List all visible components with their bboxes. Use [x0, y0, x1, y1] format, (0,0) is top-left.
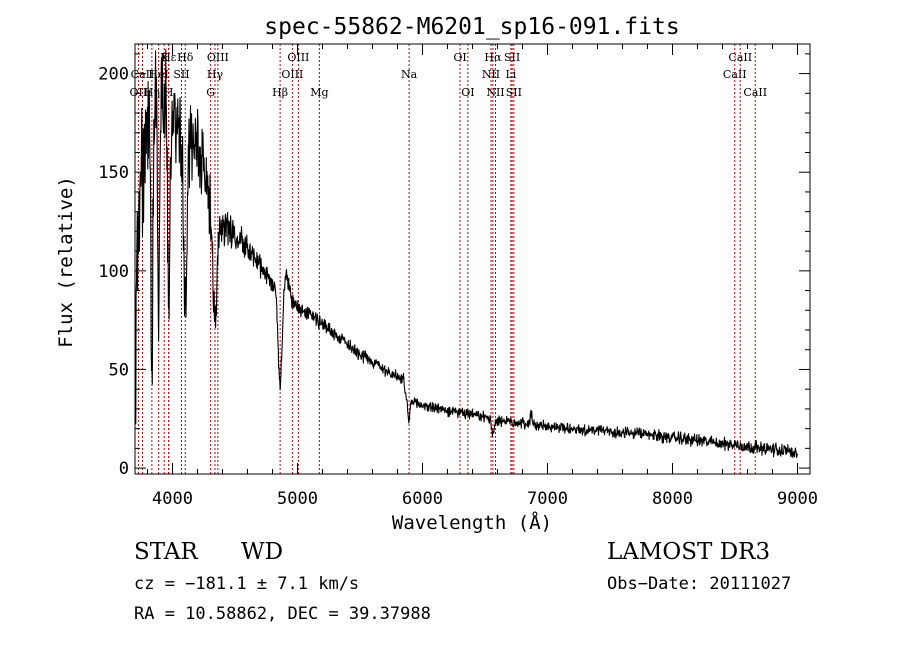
- y-tick-label: 200: [98, 65, 129, 85]
- y-tick-label: 150: [98, 163, 129, 183]
- x-tick-label: 4000: [152, 489, 193, 509]
- x-tick-label: 9000: [777, 489, 818, 509]
- spectral-line-label: OI: [461, 86, 474, 99]
- x-axis-label: Wavelength (Å): [392, 511, 552, 534]
- object-class: STAR: [134, 539, 198, 565]
- redshift-text: cz = −181.1 ± 7.1 km/s: [134, 574, 360, 594]
- spectral-line-label: G: [206, 86, 215, 99]
- y-tick-label: 0: [119, 459, 129, 479]
- spectral-line-label: OII: [130, 86, 148, 99]
- spectral-line-label: HeI: [148, 68, 168, 81]
- survey-name: LAMOST DR3: [607, 539, 771, 565]
- spectral-line-label: H: [164, 86, 174, 99]
- spectral-line-label: CaII: [131, 68, 155, 81]
- spectral-line-label: Hβ: [272, 86, 288, 99]
- spectral-line-label: Hγ: [207, 68, 224, 81]
- object-subclass: WD: [241, 539, 284, 565]
- spectral-line-label: K: [160, 51, 169, 64]
- x-tick-label: 7000: [527, 489, 568, 509]
- spectral-line-label: SII: [504, 51, 520, 64]
- spectrum-series-line: [134, 48, 798, 458]
- spectral-line-label: Hα: [484, 51, 502, 64]
- spectral-line-label: OIII: [207, 51, 229, 64]
- spectral-line-label: Li: [505, 68, 516, 81]
- spectral-line-label: CaII: [728, 51, 752, 64]
- spectral-line-label: CaII: [743, 86, 767, 99]
- spectral-line-markers: [137, 44, 756, 474]
- y-axis: 0 50 100 150 200: [98, 53, 810, 479]
- obs-date-text: Obs−Date: 20111027: [607, 574, 792, 594]
- spectral-line-label: Na: [401, 68, 418, 81]
- spectral-line-label: NII: [486, 86, 504, 99]
- chart-title: spec-55862-M6201_sp16-091.fits: [264, 14, 679, 40]
- spectral-line-label: SII: [173, 68, 189, 81]
- y-axis-label: Flux (relative): [55, 176, 77, 348]
- spectral-line-label: CaII: [723, 68, 747, 81]
- spectral-line-label: Mg: [310, 86, 328, 99]
- spectral-line-label: NII: [482, 68, 500, 81]
- spectral-line-label: OIII: [281, 68, 303, 81]
- x-axis: 4000 5000 6000 7000 8000 9000: [147, 44, 818, 509]
- x-tick-label: 5000: [277, 489, 318, 509]
- x-tick-label: 8000: [652, 489, 693, 509]
- spectral-line-label: Hη: [144, 86, 160, 99]
- x-tick-label: 6000: [402, 489, 443, 509]
- spectral-line-label: OI: [453, 51, 466, 64]
- spectral-line-label: OIII: [287, 51, 309, 64]
- spectral-line-label: Hδ: [177, 51, 194, 64]
- y-tick-label: 50: [109, 360, 129, 380]
- y-tick-label: 100: [98, 262, 129, 282]
- coordinates-text: RA = 10.58862, DEC = 39.37988: [134, 604, 431, 624]
- spectral-line-label: SII: [506, 86, 522, 99]
